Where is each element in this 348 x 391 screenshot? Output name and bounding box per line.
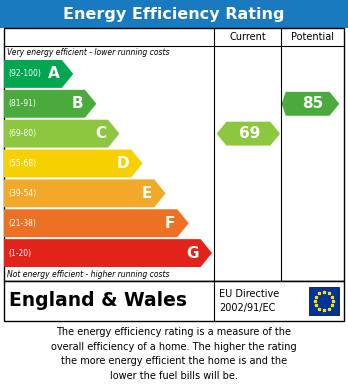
Text: C: C [95,126,106,141]
Text: B: B [71,96,83,111]
Bar [4,281,344,321]
Text: Very energy efficient - lower running costs: Very energy efficient - lower running co… [7,48,169,57]
Text: 85: 85 [302,96,323,111]
Text: EU Directive
2002/91/EC: EU Directive 2002/91/EC [219,289,279,313]
Bar [0,0,348,28]
Text: D: D [117,156,129,171]
Polygon shape [4,150,143,178]
Text: 69: 69 [239,126,261,141]
Polygon shape [282,92,339,116]
Text: (21-38): (21-38) [8,219,36,228]
Text: (39-54): (39-54) [8,189,36,198]
Text: Potential: Potential [291,32,334,42]
Text: (81-91): (81-91) [8,99,36,108]
Polygon shape [4,179,166,207]
Text: The energy efficiency rating is a measure of the
overall efficiency of a home. T: The energy efficiency rating is a measur… [51,327,297,381]
Text: England & Wales: England & Wales [9,292,187,310]
Text: (92-100): (92-100) [8,70,41,79]
Text: A: A [48,66,60,81]
Text: F: F [165,216,175,231]
Text: (1-20): (1-20) [8,249,31,258]
Bar [309,287,339,316]
Bar [4,28,344,281]
Polygon shape [217,122,280,145]
Text: (69-80): (69-80) [8,129,36,138]
Text: G: G [186,246,199,260]
Text: Energy Efficiency Rating: Energy Efficiency Rating [63,7,285,22]
Polygon shape [4,90,96,118]
Polygon shape [4,120,119,147]
Polygon shape [4,60,73,88]
Polygon shape [4,239,212,267]
Text: Not energy efficient - higher running costs: Not energy efficient - higher running co… [7,270,169,279]
Polygon shape [4,209,189,237]
Text: E: E [142,186,152,201]
Text: Current: Current [229,32,266,42]
Text: (55-68): (55-68) [8,159,36,168]
